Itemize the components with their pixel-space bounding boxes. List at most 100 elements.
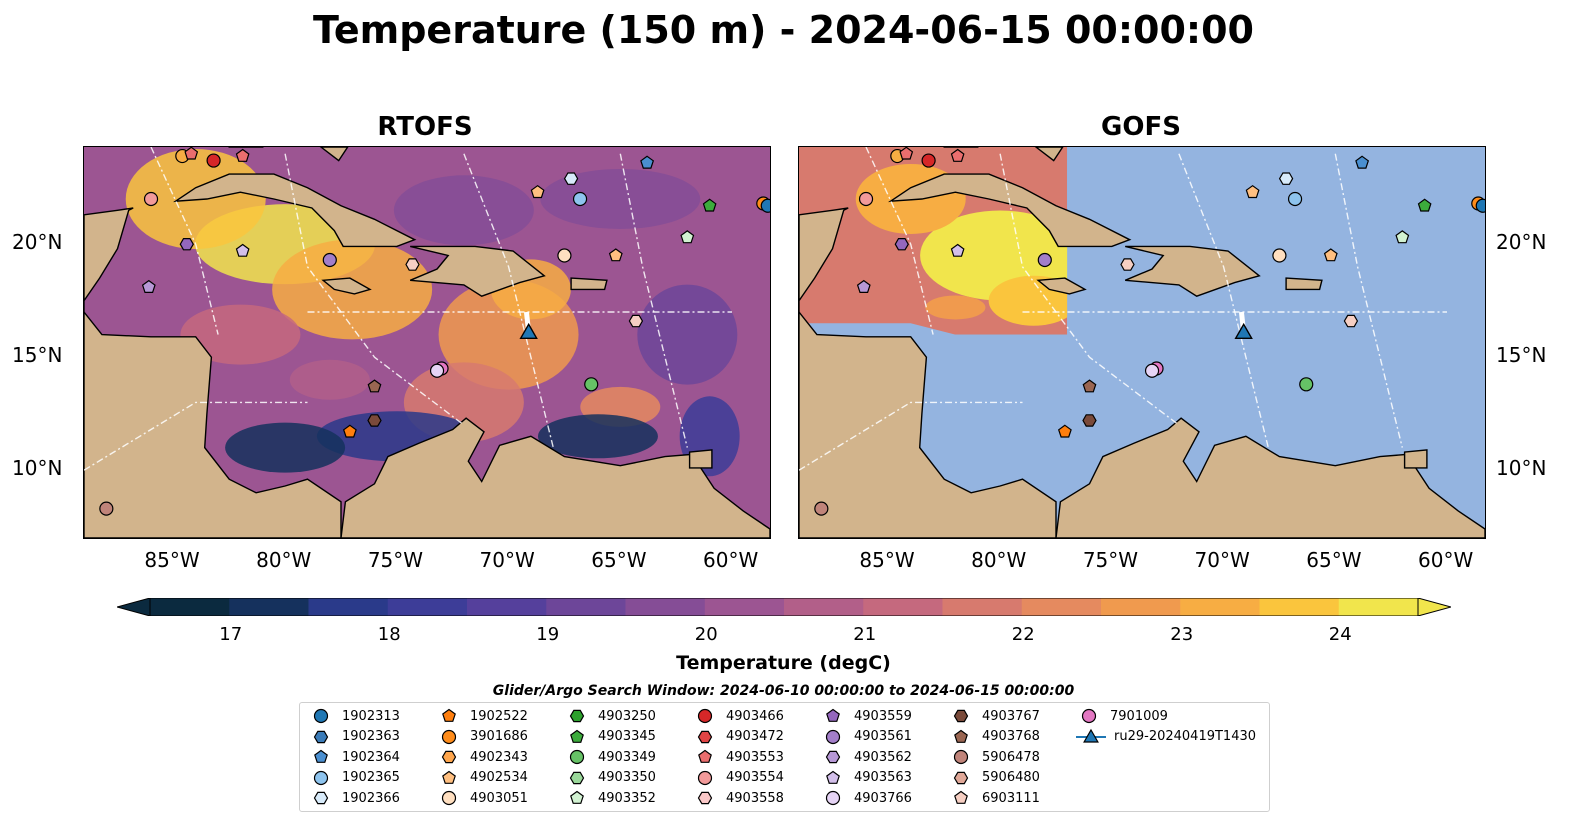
legend-label: 5906480 xyxy=(982,770,1040,786)
float-marker xyxy=(894,237,909,251)
float-marker xyxy=(557,248,572,263)
legend-item: 4903466 xyxy=(692,706,784,726)
legend-label: 4903250 xyxy=(598,708,656,724)
float-marker xyxy=(367,379,382,393)
x-tick-label: 60°W xyxy=(703,548,759,572)
search-window-label: Glider/Argo Search Window: 2024-06-10 00… xyxy=(492,683,1075,699)
float-marker xyxy=(1082,414,1097,427)
float-marker xyxy=(530,184,545,199)
legend-label: 4903345 xyxy=(598,729,656,745)
float-marker xyxy=(367,414,382,427)
legend-marker-icon xyxy=(697,730,713,743)
legend-item: 4903766 xyxy=(820,788,912,808)
float-marker xyxy=(1395,230,1410,244)
float-marker xyxy=(563,172,579,185)
float-marker xyxy=(760,198,770,213)
legend-item: 4902534 xyxy=(436,768,528,788)
colorbar-tick-label: 23 xyxy=(1170,624,1194,645)
legend-marker-icon xyxy=(570,791,584,805)
legend-label: 4902343 xyxy=(470,749,528,765)
legend-item: 5906478 xyxy=(948,747,1040,767)
legend-marker-icon xyxy=(953,709,969,723)
legend-label: ru29-20240419T1430 xyxy=(1114,729,1257,745)
float-marker xyxy=(184,147,199,160)
panel-title-gofs: GOFS xyxy=(1101,112,1181,142)
colorbar-segment xyxy=(546,598,626,616)
x-tick-label: 60°W xyxy=(1418,548,1474,572)
legend-label: 4903051 xyxy=(470,790,528,806)
legend-marker-icon xyxy=(954,729,968,743)
float-marker xyxy=(429,363,445,378)
glider-position xyxy=(519,322,538,340)
legend-label: 1902313 xyxy=(342,708,400,724)
panel-title-rtofs: RTOFS xyxy=(377,112,473,142)
legend-marker-icon xyxy=(953,750,969,765)
legend-item: 7901009 xyxy=(1076,706,1168,726)
legend-label: 4903559 xyxy=(854,708,912,724)
glider-position xyxy=(1234,322,1253,340)
legend-item: ru29-20240419T1430 xyxy=(1076,727,1256,747)
legend-label: 4902534 xyxy=(470,770,528,786)
y-tick-label: 15°N xyxy=(12,343,63,368)
x-tick-label: 75°W xyxy=(367,548,424,572)
legend-item: 4902343 xyxy=(436,747,528,767)
x-tick-label: 70°W xyxy=(479,548,535,572)
legend-item: 4903553 xyxy=(692,747,784,767)
float-marker xyxy=(1355,155,1370,169)
colorbar-tick-label: 18 xyxy=(377,624,401,645)
legend-marker-icon xyxy=(825,729,841,744)
legend-marker-icon xyxy=(953,771,969,784)
colorbar-label: Temperature (degC) xyxy=(676,652,891,674)
float-marker xyxy=(235,148,250,162)
float-marker xyxy=(572,191,588,207)
x-tick-label: 65°W xyxy=(591,548,647,572)
legend-item: 4903767 xyxy=(948,706,1040,726)
float-marker xyxy=(1245,184,1260,199)
colorbar-segment xyxy=(784,598,864,616)
legend-marker-icon xyxy=(313,792,329,805)
legend-item: 6903111 xyxy=(948,788,1040,808)
colorbar-segment xyxy=(387,598,468,616)
x-tick-label: 85°W xyxy=(859,548,915,572)
float-marker xyxy=(143,191,159,207)
float-marker xyxy=(950,243,965,257)
colorbar-segment xyxy=(229,598,309,616)
legend-item: 4903472 xyxy=(692,727,784,747)
legend-marker-icon xyxy=(1081,708,1097,724)
colorbar-segment xyxy=(1259,598,1340,616)
legend-item: 4903561 xyxy=(820,727,912,747)
legend-marker-icon xyxy=(569,750,585,765)
legend-marker-icon xyxy=(698,749,712,764)
legend-item: 4903352 xyxy=(564,788,656,808)
colorbar-segment xyxy=(1180,598,1260,616)
legend-label: 4903768 xyxy=(982,729,1040,745)
legend-item: 1902365 xyxy=(308,768,400,788)
y-tick-label: 10°N xyxy=(12,456,63,481)
legend-label: 3901686 xyxy=(470,729,528,745)
legend-marker-icon xyxy=(697,708,713,724)
colorbar-tick-label: 22 xyxy=(1011,624,1035,645)
y-tick-label: 20°N xyxy=(12,230,63,255)
legend-label: 1902364 xyxy=(342,749,400,765)
legend-item: 4903250 xyxy=(564,706,656,726)
x-tick-label: 85°W xyxy=(144,548,200,572)
float-marker xyxy=(680,230,695,244)
float-marker xyxy=(856,279,871,293)
legend-item: 4903349 xyxy=(564,747,656,767)
colorbar-segment xyxy=(625,598,706,616)
legend-marker-icon xyxy=(826,770,840,784)
float-marker xyxy=(640,155,655,169)
float-marker xyxy=(950,148,965,162)
x-tick-label: 75°W xyxy=(1082,548,1139,572)
colorbar-tick-label: 17 xyxy=(219,624,243,645)
colorbar-tick-label: 24 xyxy=(1328,624,1352,645)
float-marker xyxy=(1287,191,1303,207)
legend-label: 4903349 xyxy=(598,749,656,765)
legend-marker-icon xyxy=(570,729,584,743)
legend-item: 1902522 xyxy=(436,706,528,726)
figure-title: Temperature (150 m) - 2024-06-15 00:00:0… xyxy=(312,8,1254,52)
legend-marker-icon xyxy=(314,749,328,764)
float-marker xyxy=(921,153,936,168)
colorbar-segment xyxy=(467,598,547,616)
float-marker xyxy=(858,191,874,207)
